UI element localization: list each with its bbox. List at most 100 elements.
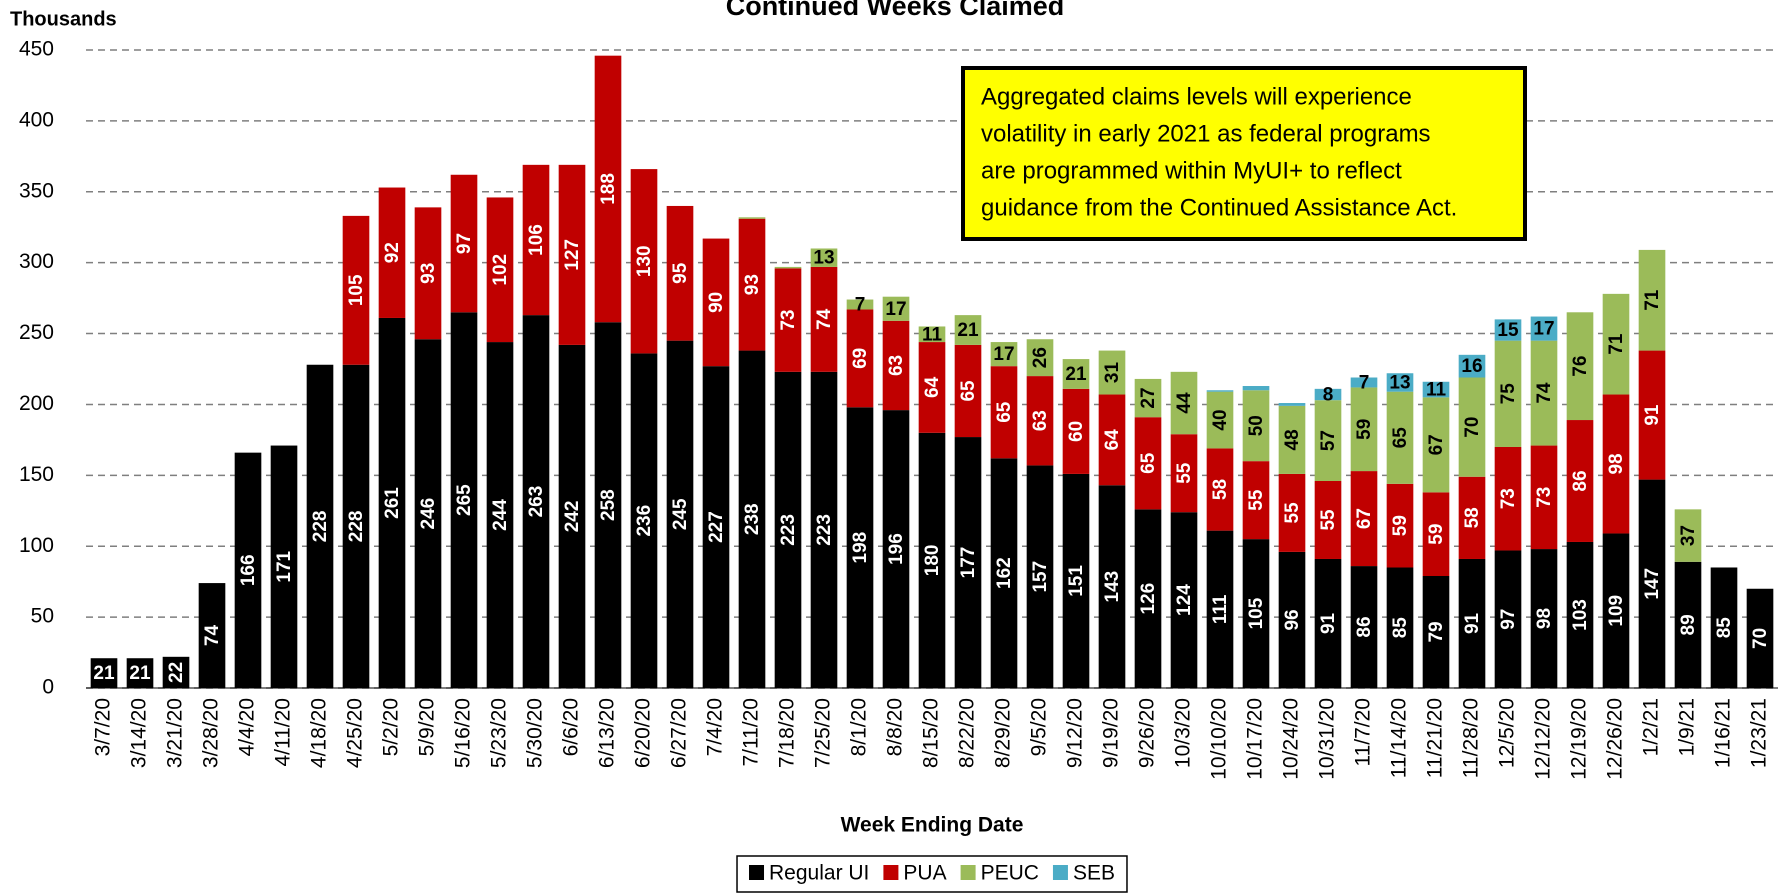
x-tick-label: 3/28/20: [200, 698, 223, 768]
legend-label: Regular UI: [769, 862, 869, 885]
x-tick-label: 7/18/20: [776, 698, 799, 768]
bar-segment: [666, 340, 694, 688]
x-tick-label: 7/4/20: [704, 698, 727, 756]
bar-segment: [774, 371, 802, 688]
data-label: 89: [1678, 614, 1699, 635]
x-tick-label: 3/7/20: [92, 698, 115, 756]
x-tick-label: 4/25/20: [344, 698, 367, 768]
bar-segment: [810, 371, 838, 688]
data-label: 7: [1359, 372, 1370, 393]
data-label: 90: [706, 292, 727, 313]
bar-segment: [450, 174, 478, 313]
bar-segment: [1350, 377, 1378, 388]
x-tick-label: 5/16/20: [452, 698, 475, 768]
bar-segment: [738, 218, 766, 351]
data-label: 65: [1138, 452, 1159, 474]
data-label: 151: [1066, 565, 1087, 597]
x-tick-label: 10/3/20: [1172, 698, 1195, 768]
data-label: 96: [1282, 609, 1303, 630]
data-label: 13: [1389, 372, 1410, 393]
bar-segment: [1350, 387, 1378, 472]
bar-segment: [1386, 567, 1414, 688]
bar-segment: [666, 205, 694, 341]
data-label: 180: [922, 545, 943, 577]
bar-segment: [1422, 397, 1450, 493]
data-label: 21: [93, 663, 115, 684]
annotation-text: are programmed within MyUI+ to reflect: [981, 157, 1402, 184]
x-tick-label: 12/19/20: [1568, 698, 1591, 780]
bar-segment: [1494, 550, 1522, 688]
bar-segment: [270, 445, 298, 688]
data-label: 64: [922, 376, 943, 398]
data-label: 76: [1570, 356, 1591, 377]
bar-segment: [414, 207, 442, 340]
bar-segment: [918, 326, 946, 343]
x-tick-label: 9/12/20: [1064, 698, 1087, 768]
data-label: 86: [1570, 470, 1591, 491]
annotation-text: Aggregated claims levels will experience: [981, 83, 1412, 110]
bar-segment: [1386, 391, 1414, 484]
data-label: 263: [526, 486, 547, 518]
data-label: 17: [885, 299, 906, 320]
bar-segment: [774, 266, 802, 269]
bar-segment: [1134, 417, 1162, 510]
data-label: 67: [1354, 508, 1375, 529]
x-tick-label: 4/11/20: [272, 698, 295, 767]
data-label: 27: [1138, 387, 1159, 408]
legend-frame: [736, 855, 1128, 893]
data-label: 59: [1354, 419, 1375, 440]
data-label: 48: [1282, 429, 1303, 450]
data-label: 228: [310, 511, 331, 543]
y-tick-label: 300: [19, 250, 54, 273]
bar-segment: [774, 268, 802, 372]
x-tick-label: 6/20/20: [632, 698, 655, 768]
bar-segment: [1170, 371, 1198, 435]
data-label: 166: [238, 554, 259, 586]
x-tick-label: 12/26/20: [1604, 698, 1627, 780]
bar-segment: [1206, 448, 1234, 531]
x-tick-label: 12/12/20: [1532, 698, 1555, 780]
bar-segment: [558, 164, 586, 345]
x-tick-label: 8/15/20: [920, 698, 943, 768]
data-label: 57: [1318, 430, 1339, 451]
data-label: 244: [490, 499, 511, 531]
bar-segment: [630, 169, 658, 354]
bar-segment: [486, 342, 514, 688]
bar-segment: [486, 197, 514, 343]
data-label: 31: [1102, 362, 1123, 384]
data-label: 177: [958, 547, 979, 579]
bar-segment: [846, 299, 874, 310]
bar-segment: [954, 437, 982, 688]
y-tick-label: 350: [19, 179, 54, 202]
x-tick-label: 5/23/20: [488, 698, 511, 768]
bar-segment: [594, 55, 622, 323]
bar-segment: [1026, 376, 1054, 466]
bar-segment: [1134, 509, 1162, 688]
data-label: 162: [994, 557, 1015, 589]
legend-swatch: [883, 865, 899, 880]
bar-segment: [1494, 340, 1522, 447]
x-tick-label: 10/10/20: [1208, 698, 1231, 780]
bar-segment: [1062, 473, 1090, 688]
x-tick-label: 8/22/20: [956, 698, 979, 768]
data-label: 65: [958, 380, 979, 402]
data-label: 44: [1174, 392, 1195, 414]
y-tick-label: 400: [19, 108, 54, 131]
bar-segment: [1206, 530, 1234, 688]
bar-segment: [1098, 350, 1126, 395]
data-label: 16: [1461, 356, 1482, 377]
x-tick-label: 10/31/20: [1316, 698, 1339, 780]
bar-segment: [882, 320, 910, 411]
bar-segment: [954, 344, 982, 438]
y-tick-label: 250: [19, 321, 54, 344]
x-tick-label: 5/30/20: [524, 698, 547, 768]
data-label: 97: [454, 233, 475, 254]
data-label: 223: [814, 514, 835, 546]
y-tick-label: 50: [31, 605, 54, 628]
bar-segment: [378, 187, 406, 318]
bar-segment: [558, 344, 586, 688]
bar-segment: [1638, 479, 1666, 688]
x-tick-label: 4/4/20: [236, 698, 259, 756]
data-label: 105: [1246, 597, 1267, 629]
